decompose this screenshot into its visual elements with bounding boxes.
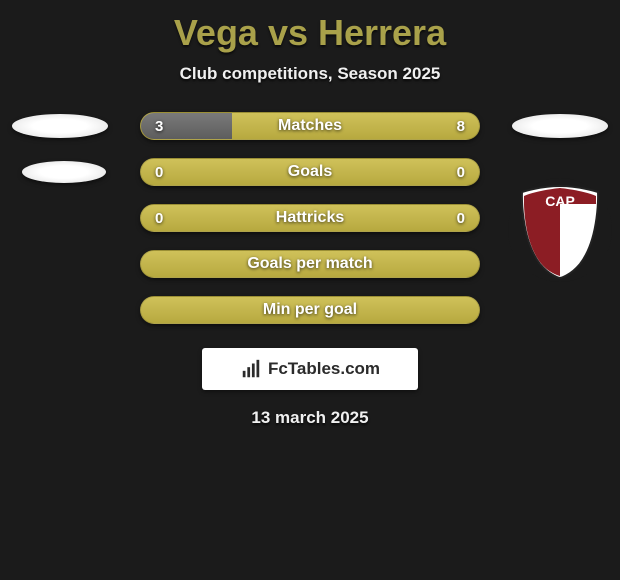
stat-row: 3 Matches 8	[0, 112, 620, 140]
stat-bar: Min per goal	[140, 296, 480, 324]
stat-row: Min per goal	[0, 296, 620, 324]
team-left-logo	[22, 161, 106, 183]
stat-value-left: 0	[155, 210, 163, 227]
stat-label: Goals per match	[247, 255, 372, 273]
stat-bar: 0 Goals 0	[140, 158, 480, 186]
stat-value-right: 0	[457, 210, 465, 227]
ellipse-icon	[12, 114, 108, 138]
stat-bar: 3 Matches 8	[140, 112, 480, 140]
stat-bar: 0 Hattricks 0	[140, 204, 480, 232]
stat-label: Min per goal	[263, 301, 357, 319]
svg-text:CAP: CAP	[545, 193, 575, 209]
team-left-logo	[12, 114, 108, 138]
shield-icon: CAP	[508, 178, 612, 282]
stat-value-right: 8	[457, 118, 465, 135]
stat-label: Hattricks	[276, 209, 344, 227]
page-subtitle: Club competitions, Season 2025	[180, 64, 441, 84]
stat-value-left: 0	[155, 164, 163, 181]
brand-badge[interactable]: FcTables.com	[202, 348, 418, 390]
stat-label: Goals	[288, 163, 332, 181]
stat-value-left: 3	[155, 118, 163, 135]
ellipse-icon	[22, 161, 106, 183]
stat-value-right: 0	[457, 164, 465, 181]
ellipse-icon	[512, 114, 608, 138]
team-right-club-badge: CAP	[508, 178, 612, 282]
date-label: 13 march 2025	[251, 408, 368, 428]
brand-text: FcTables.com	[268, 359, 380, 379]
stat-label: Matches	[278, 117, 342, 135]
stat-bar: Goals per match	[140, 250, 480, 278]
team-right-logo	[512, 114, 608, 138]
page-title: Vega vs Herrera	[174, 12, 446, 54]
chart-icon	[240, 358, 262, 380]
